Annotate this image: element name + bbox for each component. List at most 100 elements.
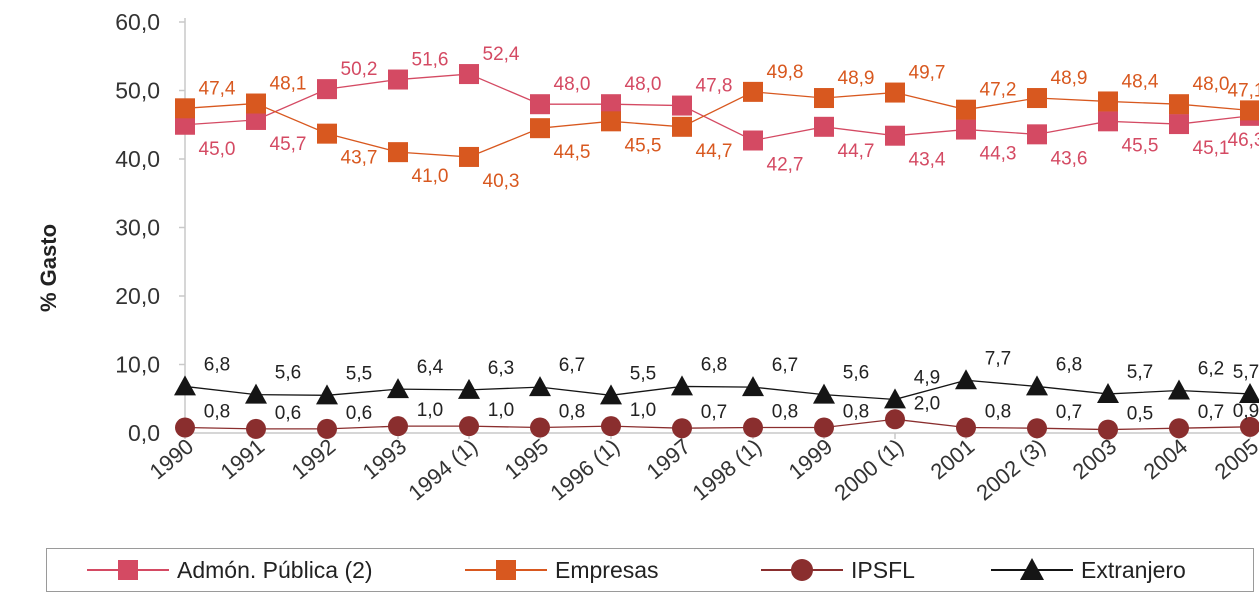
data-label-admon: 48,0	[625, 74, 662, 95]
data-label-ipsfl: 1,0	[488, 400, 514, 421]
data-label-empresas: 43,7	[341, 148, 378, 169]
data-label-admon: 47,8	[696, 76, 733, 97]
marker-extranjero	[529, 376, 551, 397]
marker-admon	[459, 64, 479, 85]
data-label-admon: 43,4	[909, 150, 946, 171]
marker-extranjero	[1026, 375, 1048, 396]
data-label-empresas: 48,9	[838, 68, 875, 89]
marker-extranjero	[955, 369, 977, 390]
data-label-ipsfl: 0,7	[1056, 402, 1082, 423]
marker-admon	[317, 79, 337, 100]
marker-ipsfl	[814, 417, 834, 438]
marker-admon	[956, 119, 976, 140]
marker-empresas	[814, 88, 834, 109]
data-label-extranjero: 5,7	[1127, 362, 1153, 383]
marker-ipsfl	[1240, 416, 1259, 437]
x-tick-label: 2000 (1)	[829, 434, 908, 506]
data-label-extranjero: 5,6	[843, 363, 869, 384]
marker-extranjero	[1097, 382, 1119, 403]
data-label-ipsfl: 1,0	[417, 400, 443, 421]
data-label-extranjero: 6,3	[488, 358, 514, 379]
data-label-extranjero: 5,7	[1233, 362, 1259, 383]
x-tick-label: 1998 (1)	[687, 434, 766, 506]
marker-empresas	[743, 81, 763, 102]
marker-admon	[1169, 114, 1189, 135]
data-label-empresas: 40,3	[483, 171, 520, 192]
data-label-extranjero: 6,8	[701, 354, 727, 375]
data-label-empresas: 49,7	[909, 63, 946, 84]
y-tick-label: 20,0	[115, 283, 160, 309]
data-label-ipsfl: 0,9	[1233, 401, 1259, 422]
legend-label-admon: Admón. Pública (2)	[177, 556, 373, 583]
marker-ipsfl	[743, 417, 763, 438]
legend-item-extranjero: Extranjero	[991, 553, 1186, 587]
data-label-admon: 45,1	[1193, 138, 1230, 159]
series-line-ipsfl	[184, 418, 1251, 431]
y-tick-label: 50,0	[115, 78, 160, 104]
x-tick-label: 1996 (1)	[545, 434, 624, 506]
data-label-extranjero: 5,5	[346, 363, 372, 384]
marker-extranjero	[1168, 379, 1190, 400]
marker-empresas	[601, 111, 621, 132]
data-label-ipsfl: 0,8	[985, 402, 1011, 423]
legend-marker-empresas	[496, 560, 516, 580]
marker-admon	[388, 69, 408, 90]
data-label-admon: 46,3	[1228, 130, 1259, 151]
marker-admon	[1098, 111, 1118, 132]
data-label-admon: 50,2	[341, 59, 378, 80]
x-tick-label: 2001	[926, 434, 980, 485]
marker-empresas	[459, 146, 479, 167]
data-label-empresas: 47,4	[199, 78, 236, 99]
data-label-empresas: 48,0	[1193, 74, 1230, 95]
data-label-empresas: 47,2	[980, 80, 1017, 101]
data-label-ipsfl: 0,7	[701, 402, 727, 423]
x-tick-label: 2005	[1210, 434, 1259, 485]
data-label-empresas: 45,5	[625, 135, 662, 156]
data-label-extranjero: 6,4	[417, 357, 444, 378]
data-label-ipsfl: 2,0	[914, 393, 940, 414]
marker-admon	[246, 109, 266, 130]
x-tick-label: 1997	[642, 434, 696, 485]
marker-admon	[601, 94, 621, 115]
marker-extranjero	[742, 376, 764, 397]
marker-ipsfl	[1169, 418, 1189, 439]
marker-extranjero	[174, 375, 196, 396]
marker-empresas	[1098, 91, 1118, 112]
legend-swatch-extranjero	[991, 558, 1073, 580]
data-label-ipsfl: 0,8	[772, 402, 798, 423]
marker-empresas	[317, 123, 337, 144]
data-label-admon: 52,4	[483, 44, 520, 65]
series-line-extranjero	[184, 379, 1251, 401]
marker-ipsfl	[459, 416, 479, 437]
data-label-ipsfl: 0,8	[843, 402, 869, 423]
marker-ipsfl	[1098, 419, 1118, 440]
marker-admon	[885, 125, 905, 146]
x-tick-label: 1991	[216, 434, 270, 485]
marker-ipsfl	[317, 418, 337, 439]
legend-swatch-empresas	[465, 560, 547, 580]
data-label-admon: 45,5	[1122, 135, 1159, 156]
marker-ipsfl	[672, 418, 692, 439]
marker-empresas	[672, 116, 692, 137]
marker-admon	[175, 114, 195, 135]
marker-empresas	[246, 93, 266, 114]
marker-empresas	[956, 99, 976, 120]
marker-ipsfl	[885, 409, 905, 430]
x-tick-label: 2002 (3)	[971, 434, 1050, 506]
x-tick-label: 2003	[1068, 434, 1122, 485]
x-tick-label: 1994 (1)	[403, 434, 482, 506]
marker-extranjero	[387, 378, 409, 399]
marker-empresas	[175, 98, 195, 119]
data-label-extranjero: 6,7	[772, 355, 798, 376]
x-tick-label: 1995	[500, 434, 554, 485]
marker-admon	[814, 116, 834, 137]
data-label-extranjero: 5,5	[630, 363, 656, 384]
marker-empresas	[388, 142, 408, 163]
legend-item-empresas: Empresas	[465, 553, 659, 587]
data-label-extranjero: 6,7	[559, 355, 585, 376]
data-label-admon: 51,6	[412, 50, 449, 71]
legend-item-admon: Admón. Pública (2)	[87, 553, 373, 587]
legend-swatch-ipsfl	[761, 559, 843, 581]
data-label-ipsfl: 0,6	[346, 403, 372, 424]
